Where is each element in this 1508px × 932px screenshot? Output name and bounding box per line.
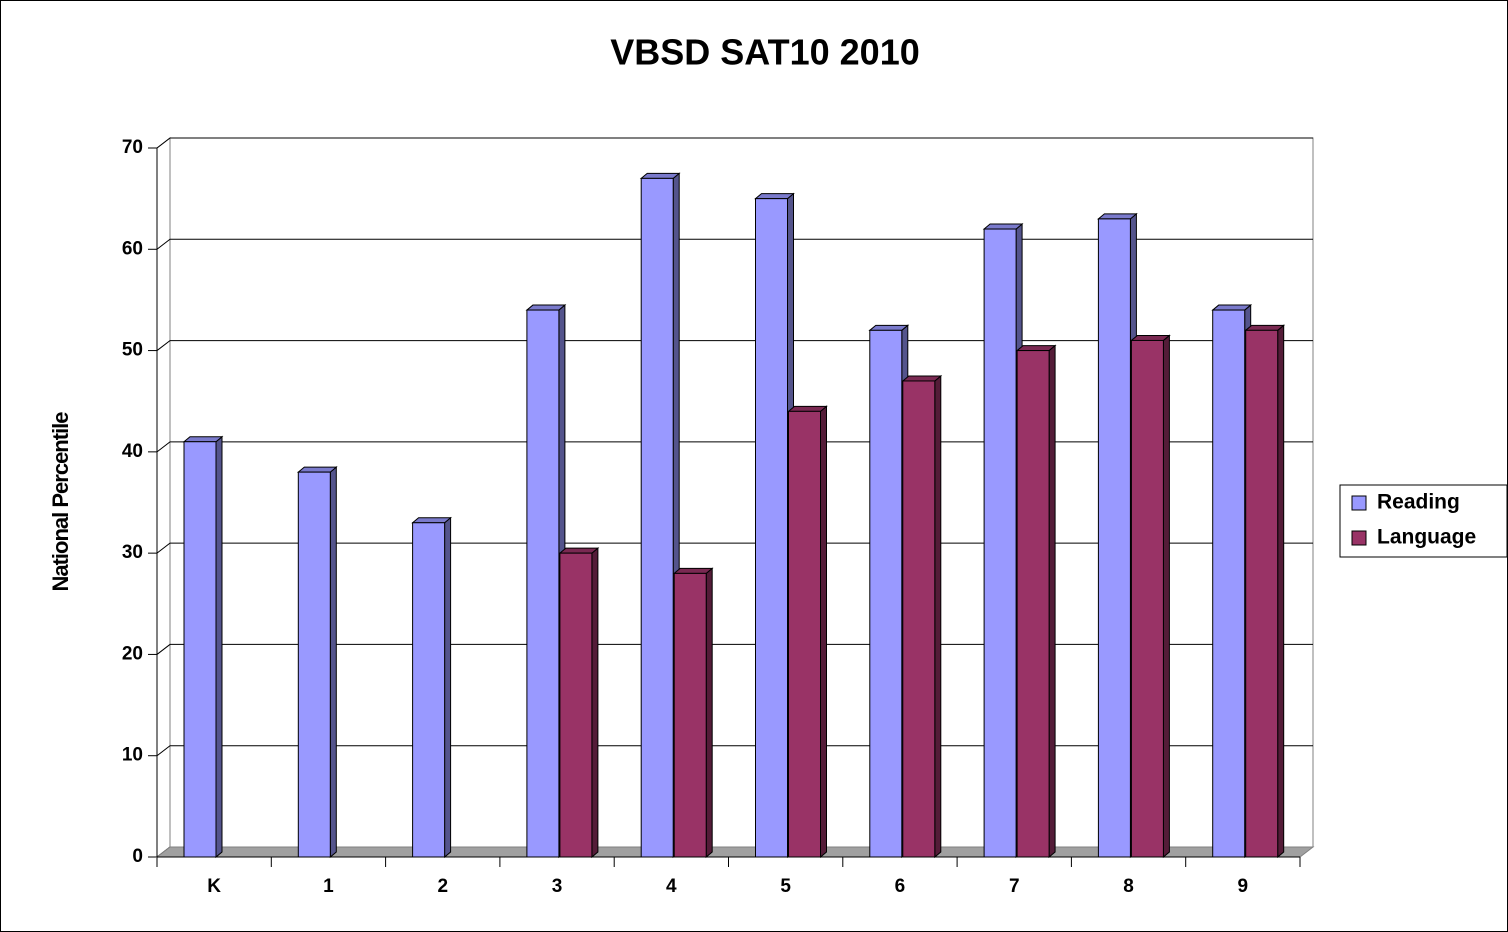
bar — [672, 567, 714, 859]
bar — [1097, 212, 1138, 859]
bar-face — [1130, 339, 1164, 858]
y-tick-label: 30 — [122, 542, 143, 563]
x-tick-label: 5 — [780, 876, 791, 897]
legend-label: Reading — [1377, 491, 1460, 514]
y-tick-label: 0 — [132, 846, 143, 867]
x-tick-label: 1 — [323, 876, 334, 897]
bar-face — [182, 436, 224, 443]
bar-face — [558, 547, 600, 554]
bar-face — [183, 441, 217, 858]
bar-face — [672, 567, 714, 574]
x-tick-label: 7 — [1009, 876, 1020, 897]
bar-face — [296, 466, 338, 473]
bar — [1211, 303, 1253, 859]
bar-face — [1244, 324, 1286, 331]
bar-face — [1212, 309, 1246, 858]
bar-face — [1048, 344, 1056, 859]
bar — [787, 405, 828, 859]
bar — [754, 192, 795, 859]
bar-face — [754, 193, 795, 200]
x-tick-label: K — [207, 876, 221, 897]
bar-face — [559, 552, 593, 858]
bar-face — [902, 380, 936, 858]
bar-face — [329, 466, 337, 859]
bar — [1015, 344, 1057, 859]
bar-face — [901, 375, 943, 382]
bar-face — [705, 567, 713, 859]
bar-face — [869, 329, 903, 858]
x-tick-label: 9 — [1238, 876, 1249, 897]
bar — [296, 466, 338, 859]
legend-swatch — [1351, 495, 1367, 511]
y-tick-label: 70 — [122, 137, 143, 158]
bar-face — [787, 405, 828, 412]
bar-face — [788, 410, 821, 858]
bar-face — [1245, 329, 1279, 858]
bar-face — [755, 198, 788, 858]
bar-face — [640, 177, 674, 858]
bar-face — [444, 516, 452, 859]
chart-title: VBSD SAT10 2010 — [610, 32, 919, 73]
bar — [1244, 324, 1286, 859]
bar — [558, 547, 600, 859]
bar-face — [820, 405, 827, 859]
bar-face — [1015, 345, 1057, 352]
x-tick-label: 3 — [552, 876, 563, 897]
bar-face — [1130, 334, 1171, 341]
bar-face — [639, 172, 681, 179]
bar-face — [526, 309, 560, 858]
bar — [1130, 334, 1171, 859]
bar-face — [1211, 304, 1253, 311]
bar — [182, 435, 224, 859]
grid-line — [156, 137, 1313, 149]
bar-face — [982, 223, 1024, 230]
legend-box — [1339, 484, 1508, 558]
bar-face — [1016, 350, 1050, 858]
bar-face — [983, 228, 1017, 858]
legend-label: Language — [1377, 526, 1476, 549]
bar — [525, 303, 567, 859]
y-axis-label: National Percentile — [48, 412, 73, 592]
bar — [901, 374, 943, 859]
bar-face — [1097, 218, 1131, 858]
bar — [868, 324, 910, 859]
legend-swatch — [1351, 530, 1367, 546]
bar-face — [673, 572, 707, 858]
bar — [411, 516, 452, 859]
y-tick-label: 60 — [122, 238, 143, 259]
x-tick-label: 6 — [895, 876, 906, 897]
bar — [639, 172, 681, 859]
x-tick-label: 2 — [437, 876, 448, 897]
grid-line — [156, 340, 1313, 351]
y-tick-label: 50 — [122, 340, 143, 361]
bar-face — [934, 374, 942, 859]
bar-face — [411, 517, 452, 524]
x-tick-label: 4 — [666, 876, 677, 897]
bar-face — [1097, 213, 1138, 220]
x-tick-label: 8 — [1123, 876, 1134, 897]
bar-face — [215, 435, 223, 859]
bar-face — [591, 547, 599, 859]
grid-line — [156, 238, 1313, 250]
bar — [982, 222, 1024, 859]
bar-face — [1162, 334, 1170, 859]
bar-face — [412, 522, 446, 858]
y-tick-label: 40 — [122, 441, 143, 462]
y-tick-label: 20 — [122, 643, 143, 664]
bar-face — [1277, 324, 1285, 859]
y-tick-label: 10 — [122, 745, 143, 766]
bar-face — [297, 471, 331, 858]
bar-face — [868, 324, 910, 331]
side-wall — [156, 136, 171, 859]
bar-face — [525, 304, 567, 311]
